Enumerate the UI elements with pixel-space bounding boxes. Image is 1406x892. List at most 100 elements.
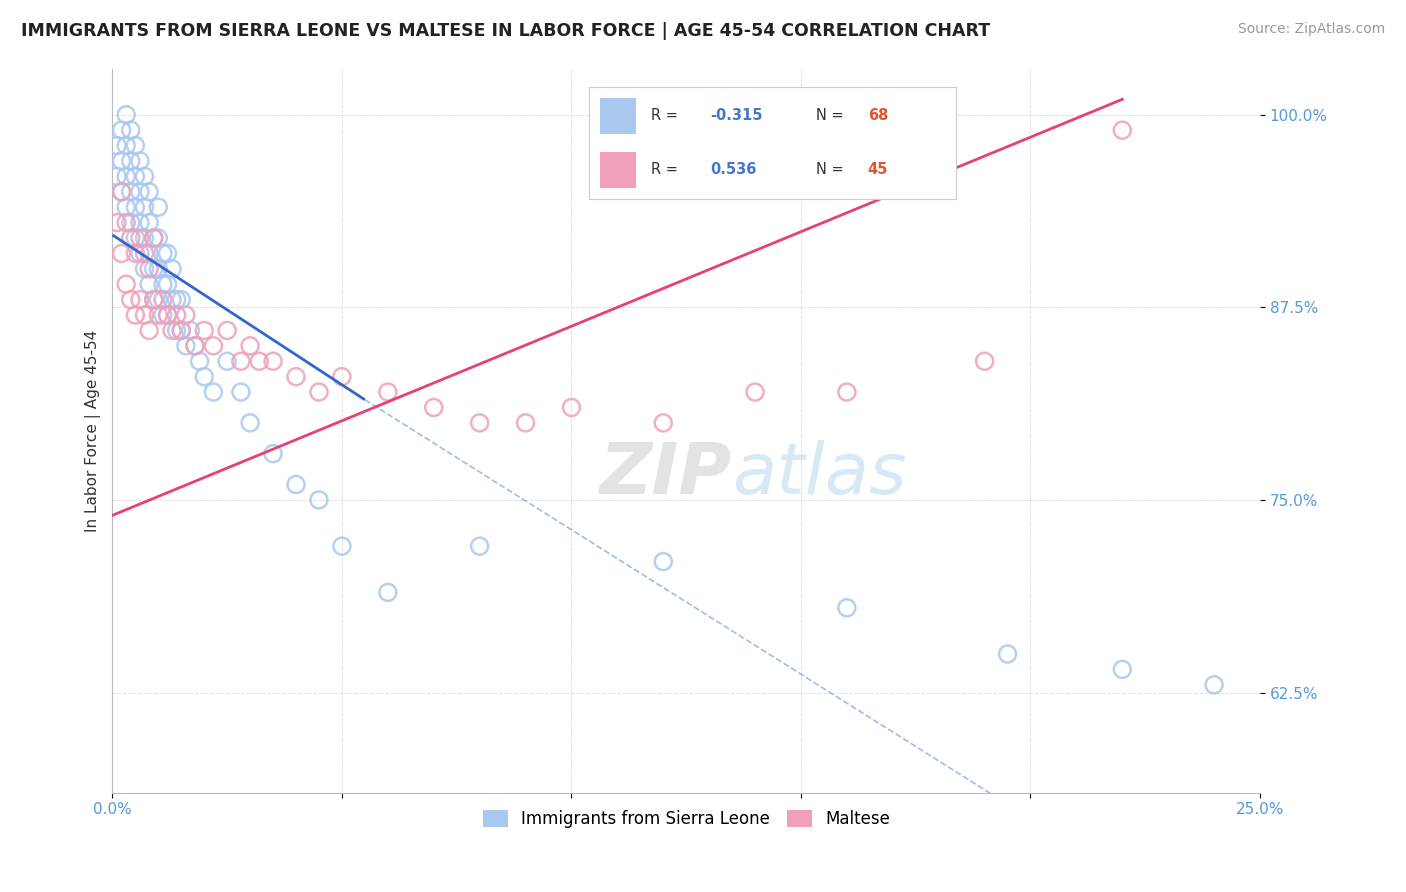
Point <box>152 308 174 322</box>
Point <box>166 293 188 307</box>
Point <box>134 200 156 214</box>
Point <box>152 277 174 292</box>
Point <box>308 385 330 400</box>
Point <box>124 200 146 214</box>
Point <box>188 354 211 368</box>
Point <box>652 555 675 569</box>
Point <box>110 153 132 168</box>
Point <box>110 246 132 260</box>
Point <box>152 246 174 260</box>
Point <box>138 277 160 292</box>
Point <box>110 185 132 199</box>
Point <box>120 231 142 245</box>
Text: Source: ZipAtlas.com: Source: ZipAtlas.com <box>1237 22 1385 37</box>
Point <box>148 261 170 276</box>
Point <box>1111 662 1133 676</box>
Point <box>973 354 995 368</box>
Point <box>120 153 142 168</box>
Point <box>138 323 160 337</box>
Point <box>129 293 152 307</box>
Point <box>160 261 183 276</box>
Point <box>129 185 152 199</box>
Point <box>174 308 197 322</box>
Point <box>110 123 132 137</box>
Point <box>160 293 183 307</box>
Point <box>142 293 165 307</box>
Point <box>124 231 146 245</box>
Point <box>170 323 193 337</box>
Point <box>105 169 128 184</box>
Point <box>835 385 858 400</box>
Point <box>229 354 252 368</box>
Point <box>124 169 146 184</box>
Point <box>134 169 156 184</box>
Point <box>156 308 179 322</box>
Point <box>129 231 152 245</box>
Point <box>134 261 156 276</box>
Point <box>115 108 138 122</box>
Text: ZIP: ZIP <box>600 440 733 508</box>
Point <box>124 138 146 153</box>
Point <box>422 401 444 415</box>
Point <box>468 539 491 553</box>
Point <box>835 600 858 615</box>
Point <box>138 185 160 199</box>
Point <box>142 231 165 245</box>
Point <box>652 416 675 430</box>
Point <box>120 185 142 199</box>
Point <box>515 416 537 430</box>
Legend: Immigrants from Sierra Leone, Maltese: Immigrants from Sierra Leone, Maltese <box>477 804 897 835</box>
Text: IMMIGRANTS FROM SIERRA LEONE VS MALTESE IN LABOR FORCE | AGE 45-54 CORRELATION C: IMMIGRANTS FROM SIERRA LEONE VS MALTESE … <box>21 22 990 40</box>
Point <box>262 447 284 461</box>
Point <box>330 369 353 384</box>
Point <box>148 308 170 322</box>
Point <box>138 261 160 276</box>
Point <box>308 492 330 507</box>
Point <box>166 323 188 337</box>
Point <box>142 293 165 307</box>
Point <box>468 416 491 430</box>
Point <box>115 277 138 292</box>
Point <box>997 647 1019 661</box>
Point <box>129 216 152 230</box>
Point <box>124 246 146 260</box>
Point <box>105 216 128 230</box>
Point <box>138 216 160 230</box>
Point <box>148 231 170 245</box>
Point <box>134 308 156 322</box>
Point <box>229 385 252 400</box>
Point <box>179 323 201 337</box>
Point <box>1111 123 1133 137</box>
Point <box>120 293 142 307</box>
Point <box>156 277 179 292</box>
Point <box>217 354 239 368</box>
Point <box>156 308 179 322</box>
Point <box>124 308 146 322</box>
Point <box>330 539 353 553</box>
Point <box>262 354 284 368</box>
Point <box>377 585 399 599</box>
Point <box>1204 678 1226 692</box>
Point <box>115 138 138 153</box>
Point <box>120 123 142 137</box>
Point <box>115 169 138 184</box>
Point <box>110 185 132 199</box>
Point <box>184 339 207 353</box>
Point <box>285 477 308 491</box>
Point <box>105 138 128 153</box>
Point <box>202 385 225 400</box>
Y-axis label: In Labor Force | Age 45-54: In Labor Force | Age 45-54 <box>86 329 101 532</box>
Point <box>184 339 207 353</box>
Point <box>170 293 193 307</box>
Point <box>285 369 308 384</box>
Point <box>134 231 156 245</box>
Point <box>148 293 170 307</box>
Point <box>160 323 183 337</box>
Point <box>560 401 582 415</box>
Point <box>170 323 193 337</box>
Point <box>247 354 270 368</box>
Point <box>115 216 138 230</box>
Point <box>142 261 165 276</box>
Point <box>166 308 188 322</box>
Point <box>174 339 197 353</box>
